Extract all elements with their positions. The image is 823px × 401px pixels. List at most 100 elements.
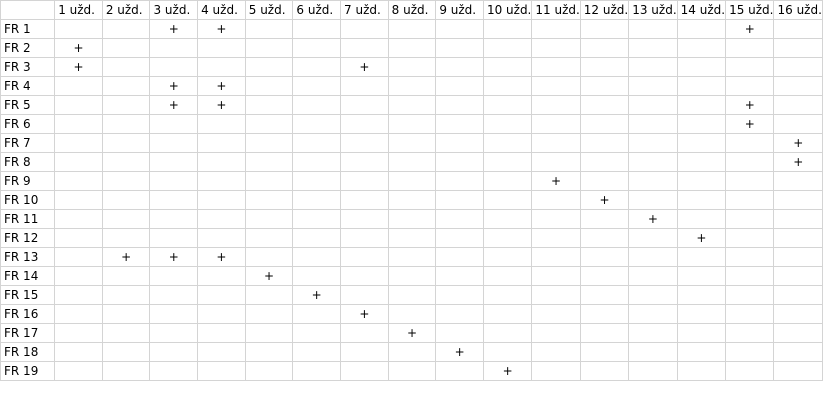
matrix-cell[interactable]: [435, 209, 484, 229]
matrix-cell[interactable]: [628, 266, 678, 286]
matrix-cell[interactable]: [244, 76, 294, 96]
matrix-cell[interactable]: [244, 95, 294, 115]
matrix-cell[interactable]: [725, 38, 775, 58]
matrix-cell[interactable]: [197, 57, 246, 77]
matrix-cell[interactable]: [340, 152, 389, 172]
matrix-cell[interactable]: [244, 38, 294, 58]
matrix-cell[interactable]: [435, 19, 484, 39]
matrix-cell[interactable]: [149, 114, 199, 134]
matrix-cell[interactable]: [54, 76, 103, 96]
matrix-cell[interactable]: [54, 285, 103, 305]
matrix-cell[interactable]: [54, 323, 103, 343]
matrix-cell[interactable]: [531, 19, 581, 39]
matrix-cell[interactable]: [292, 209, 342, 229]
column-header[interactable]: 4 užd.: [197, 0, 246, 20]
matrix-cell[interactable]: [725, 133, 775, 153]
matrix-cell[interactable]: [340, 361, 389, 381]
matrix-cell[interactable]: [197, 171, 246, 191]
matrix-cell[interactable]: [149, 285, 199, 305]
matrix-cell[interactable]: [292, 152, 342, 172]
matrix-cell[interactable]: [149, 323, 199, 343]
row-label[interactable]: FR 8: [0, 152, 56, 172]
matrix-cell[interactable]: [435, 228, 484, 248]
matrix-cell[interactable]: [676, 266, 727, 286]
matrix-cell[interactable]: [292, 304, 342, 324]
matrix-cell[interactable]: [628, 171, 678, 191]
matrix-cell[interactable]: [435, 152, 484, 172]
matrix-cell[interactable]: [197, 304, 246, 324]
matrix-cell[interactable]: [197, 323, 246, 343]
matrix-cell[interactable]: [531, 285, 581, 305]
matrix-cell[interactable]: [725, 152, 775, 172]
matrix-cell[interactable]: [773, 171, 823, 191]
row-label[interactable]: FR 19: [0, 361, 56, 381]
matrix-cell[interactable]: [676, 247, 727, 267]
matrix-cell[interactable]: +: [676, 228, 727, 248]
matrix-cell[interactable]: +: [149, 247, 199, 267]
matrix-cell[interactable]: [292, 361, 342, 381]
matrix-cell[interactable]: [292, 133, 342, 153]
matrix-cell[interactable]: [340, 285, 389, 305]
matrix-cell[interactable]: +: [197, 76, 246, 96]
matrix-cell[interactable]: [340, 76, 389, 96]
matrix-cell[interactable]: [197, 285, 246, 305]
matrix-cell[interactable]: [725, 190, 775, 210]
matrix-cell[interactable]: [531, 228, 581, 248]
matrix-cell[interactable]: [628, 342, 678, 362]
matrix-cell[interactable]: [197, 133, 246, 153]
matrix-cell[interactable]: [482, 247, 533, 267]
matrix-cell[interactable]: [725, 323, 775, 343]
matrix-cell[interactable]: +: [149, 19, 199, 39]
matrix-cell[interactable]: [340, 19, 389, 39]
matrix-cell[interactable]: +: [725, 114, 775, 134]
matrix-cell[interactable]: [628, 57, 678, 77]
matrix-cell[interactable]: [773, 38, 823, 58]
matrix-cell[interactable]: [387, 57, 437, 77]
matrix-cell[interactable]: [340, 247, 389, 267]
matrix-cell[interactable]: [628, 285, 678, 305]
matrix-cell[interactable]: [149, 209, 199, 229]
matrix-cell[interactable]: [482, 19, 533, 39]
matrix-cell[interactable]: [725, 209, 775, 229]
matrix-cell[interactable]: [676, 342, 727, 362]
matrix-cell[interactable]: +: [197, 19, 246, 39]
matrix-cell[interactable]: [773, 266, 823, 286]
matrix-cell[interactable]: [676, 95, 727, 115]
matrix-cell[interactable]: [531, 57, 581, 77]
column-header[interactable]: 15 užd.: [725, 0, 775, 20]
matrix-cell[interactable]: [101, 114, 151, 134]
matrix-cell[interactable]: [531, 76, 581, 96]
matrix-cell[interactable]: [435, 323, 484, 343]
matrix-cell[interactable]: [244, 57, 294, 77]
matrix-cell[interactable]: [292, 76, 342, 96]
matrix-cell[interactable]: [773, 285, 823, 305]
matrix-cell[interactable]: [628, 152, 678, 172]
matrix-cell[interactable]: [340, 323, 389, 343]
matrix-cell[interactable]: [579, 133, 630, 153]
matrix-cell[interactable]: [482, 209, 533, 229]
matrix-cell[interactable]: [435, 304, 484, 324]
matrix-cell[interactable]: +: [340, 57, 389, 77]
matrix-cell[interactable]: [531, 342, 581, 362]
matrix-cell[interactable]: [244, 19, 294, 39]
matrix-cell[interactable]: [292, 57, 342, 77]
matrix-cell[interactable]: [531, 247, 581, 267]
matrix-cell[interactable]: [531, 323, 581, 343]
matrix-cell[interactable]: [101, 76, 151, 96]
matrix-cell[interactable]: [54, 95, 103, 115]
row-label[interactable]: FR 5: [0, 95, 56, 115]
matrix-cell[interactable]: [579, 209, 630, 229]
matrix-cell[interactable]: [101, 57, 151, 77]
matrix-cell[interactable]: [628, 114, 678, 134]
matrix-cell[interactable]: [244, 247, 294, 267]
matrix-cell[interactable]: [482, 133, 533, 153]
matrix-cell[interactable]: [676, 171, 727, 191]
matrix-cell[interactable]: [676, 133, 727, 153]
matrix-cell[interactable]: [676, 304, 727, 324]
matrix-cell[interactable]: [197, 342, 246, 362]
matrix-cell[interactable]: [149, 152, 199, 172]
matrix-cell[interactable]: [628, 323, 678, 343]
row-label[interactable]: FR 15: [0, 285, 56, 305]
matrix-cell[interactable]: [149, 133, 199, 153]
matrix-cell[interactable]: [725, 342, 775, 362]
